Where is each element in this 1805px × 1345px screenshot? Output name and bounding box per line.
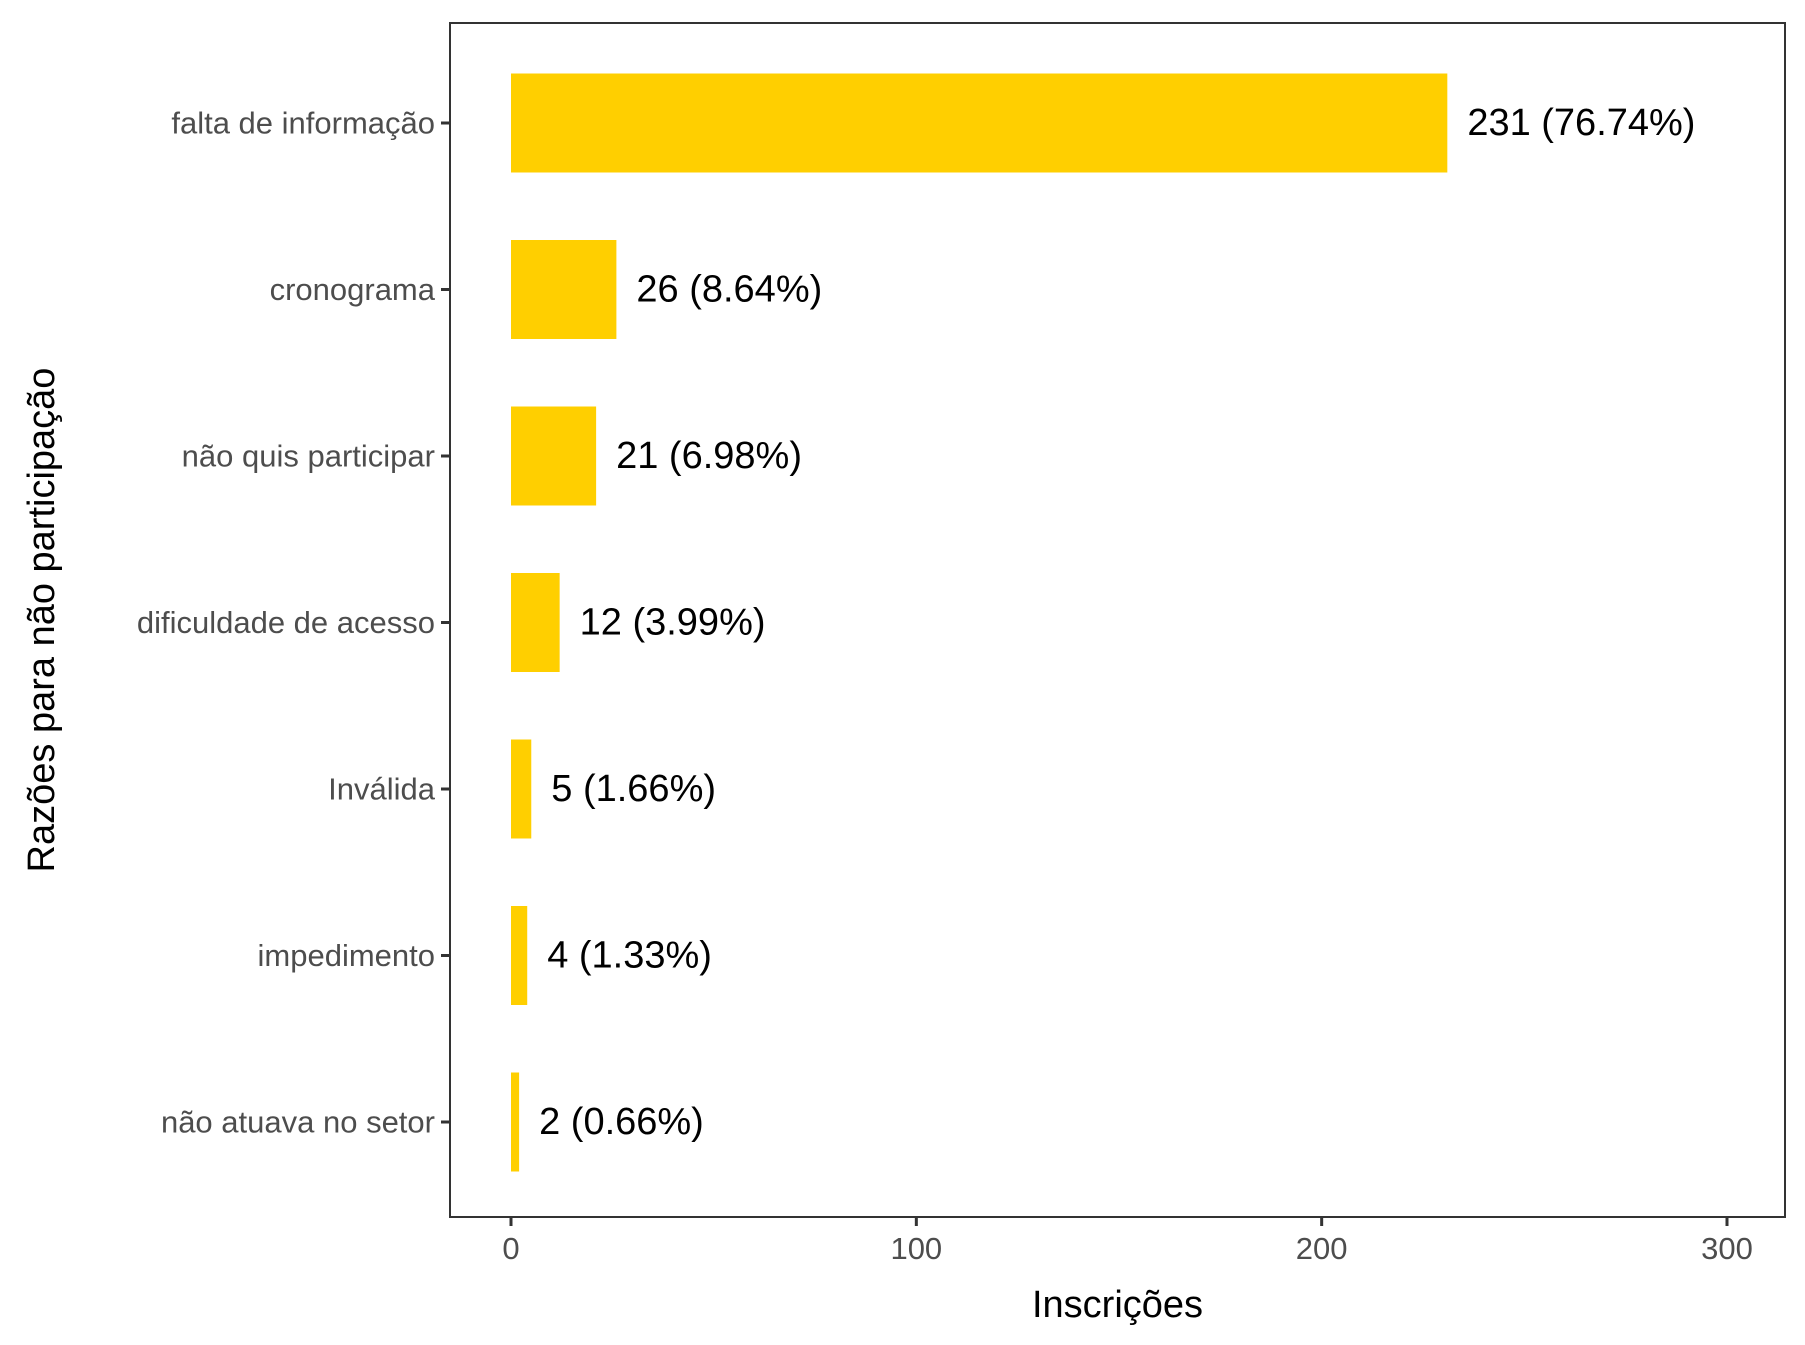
x-tick-label: 0: [502, 1231, 519, 1266]
data-label: 2 (0.66%): [539, 1101, 704, 1143]
y-tick-label: Inválida: [328, 772, 436, 807]
data-label: 26 (8.64%): [636, 269, 822, 311]
data-label: 231 (76.74%): [1467, 102, 1695, 144]
x-tick-label: 200: [1296, 1231, 1348, 1266]
data-label: 4 (1.33%): [547, 935, 712, 977]
y-tick-label: não quis participar: [182, 439, 435, 474]
x-axis: 0 100 200 300: [502, 1217, 1753, 1266]
y-tick-label: dificuldade de acesso: [137, 605, 435, 640]
bars-layer: [511, 73, 1448, 1172]
y-tick-label: falta de informação: [171, 106, 435, 141]
bar: [511, 739, 532, 839]
y-axis-title: Razões para não participação: [21, 368, 63, 873]
x-axis-title: Inscrições: [1032, 1284, 1203, 1326]
plot-panel-border: [449, 22, 1786, 1218]
y-tick-label: não atuava no setor: [161, 1105, 435, 1140]
bar: [511, 573, 560, 672]
data-label: 12 (3.99%): [580, 602, 766, 644]
x-tick-label: 300: [1701, 1231, 1753, 1266]
data-labels-layer: 231 (76.74%) 26 (8.64%) 21 (6.98%) 12 (3.99…: [539, 102, 1695, 1143]
bar: [511, 406, 597, 506]
bar: [511, 73, 1448, 173]
y-tick-label: cronograma: [270, 272, 436, 307]
y-tick-label: impedimento: [258, 938, 435, 973]
data-label: 21 (6.98%): [616, 435, 802, 477]
bar: [511, 1072, 520, 1172]
x-tick-label: 100: [890, 1231, 942, 1266]
bar: [511, 240, 617, 339]
data-label: 5 (1.66%): [551, 768, 716, 810]
bar: [511, 906, 528, 1005]
y-axis: falta de informação cronograma não quis pa…: [137, 106, 450, 1140]
